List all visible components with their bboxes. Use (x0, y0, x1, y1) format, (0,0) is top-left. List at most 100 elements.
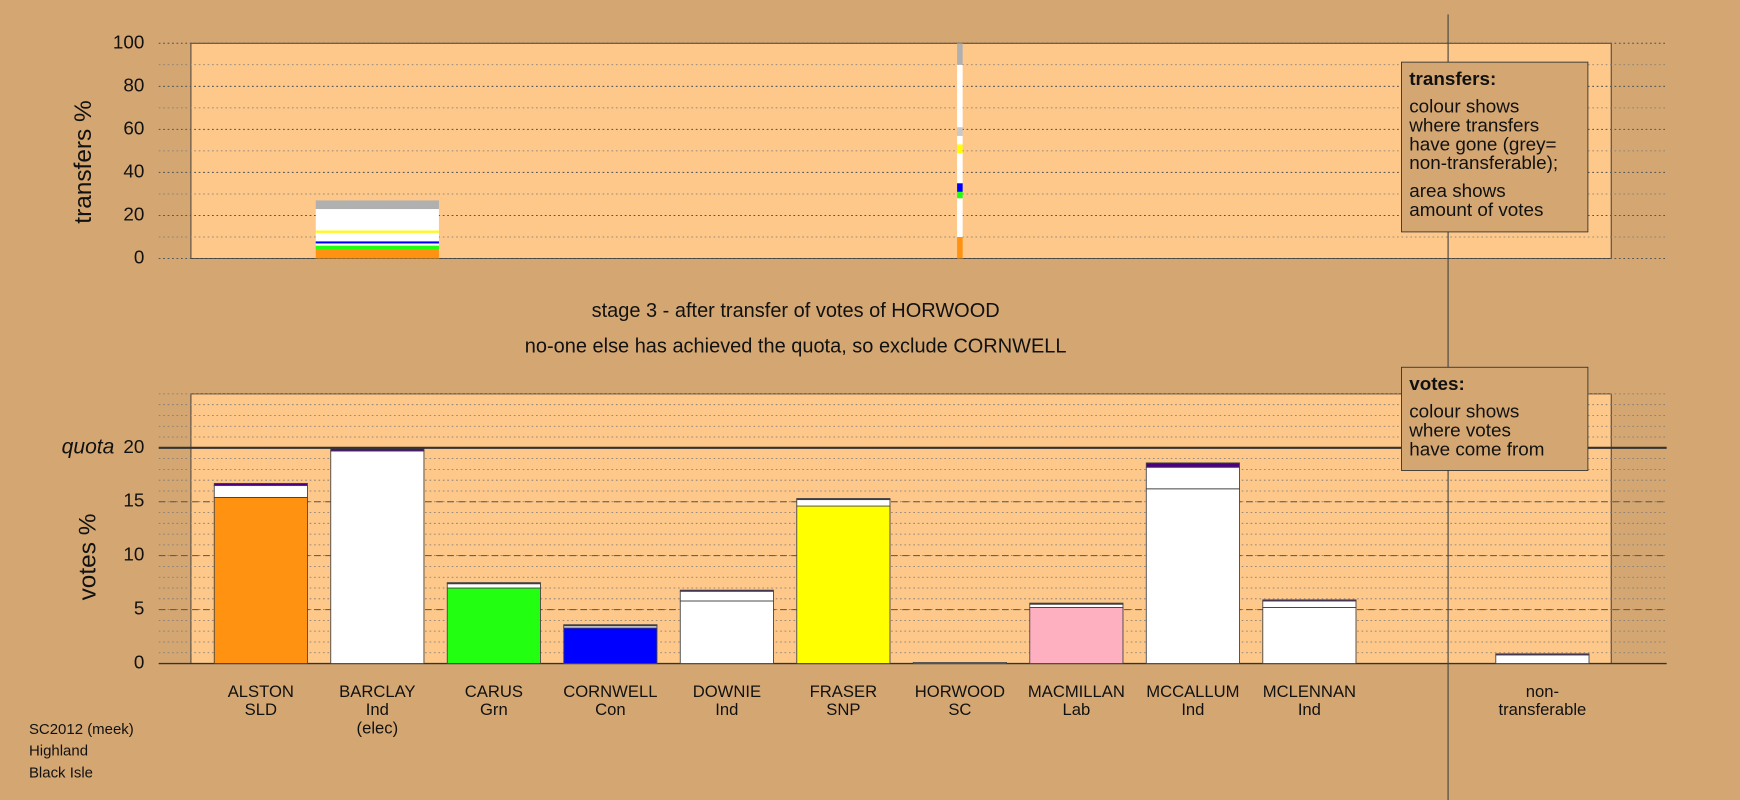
y-tick-label: 20 (123, 203, 144, 224)
x-tick-label: Ind (1298, 700, 1321, 719)
bar-segment (957, 43, 963, 65)
y-tick-label: 60 (123, 117, 144, 138)
x-tick-label: MCLENNAN (1263, 682, 1356, 701)
legend-heading: votes: (1409, 373, 1465, 394)
y-tick-label: 20 (123, 436, 144, 457)
x-tick-label: BARCLAY (339, 682, 415, 701)
legend-text: colour shows (1409, 96, 1519, 117)
x-tick-label: Lab (1063, 700, 1091, 719)
legend-heading: transfers: (1409, 68, 1496, 89)
bar-segment (1262, 606, 1357, 664)
bar-segment (446, 583, 541, 589)
bar-segment (957, 135, 963, 145)
x-tick-label: FRASER (810, 682, 877, 701)
bar-segment (1262, 599, 1357, 602)
x-tick-label: SNP (826, 700, 860, 719)
x-tick-label: DOWNIE (693, 682, 761, 701)
bar-segment (679, 590, 774, 602)
bar-segment (1145, 488, 1240, 664)
x-tick-label: transferable (1499, 700, 1587, 719)
x-tick-label: non- (1526, 682, 1559, 701)
bar-segment (315, 241, 439, 244)
bar-segment (957, 127, 963, 136)
bar-segment (957, 144, 963, 154)
y-tick-label: 100 (113, 31, 144, 52)
legend-text: where votes (1408, 420, 1511, 441)
bar-segment (213, 482, 308, 487)
footer-text: Highland (29, 743, 88, 760)
y-tick-label: 80 (123, 74, 144, 95)
bar-segment (796, 498, 891, 501)
x-tick-label: ALSTON (228, 682, 294, 701)
bar-segment (1029, 602, 1124, 605)
bar-segment (1145, 462, 1240, 468)
bar-segment (330, 450, 425, 664)
title: stage 3 - after transfer of votes of HOR… (592, 300, 1000, 322)
bar-segment (796, 499, 891, 507)
x-tick-label: Ind (366, 700, 389, 719)
bar-segment (1495, 653, 1590, 656)
y-tick-label: 5 (134, 598, 144, 619)
y-tick-label: 15 (123, 490, 144, 511)
x-tick-label: Grn (480, 700, 508, 719)
legend-text: amount of votes (1409, 199, 1543, 220)
bar-segment (957, 237, 963, 259)
x-tick-label: CARUS (465, 682, 523, 701)
bar-segment (679, 589, 774, 592)
y-tick-label: 40 (123, 160, 144, 181)
legend-box (1401, 61, 1589, 233)
bar-segment (957, 183, 963, 192)
x-tick-label: SC (948, 700, 971, 719)
x-tick-label: SLD (245, 700, 277, 719)
bar-segment (957, 64, 963, 128)
x-tick-label: HORWOOD (915, 682, 1005, 701)
legend-text: non-transferable); (1409, 152, 1558, 173)
x-tick-label: Ind (1181, 700, 1204, 719)
bar-segment (315, 249, 439, 259)
bar-segment (315, 232, 439, 242)
legend-text: where transfers (1408, 114, 1539, 135)
bar-segment (213, 496, 308, 664)
footer-text: Black Isle (29, 764, 93, 781)
bar-segment (1145, 466, 1240, 490)
quota-label: quota (62, 435, 115, 458)
x-tick-label: Con (595, 700, 625, 719)
bar-segment (679, 600, 774, 664)
legend-text: have come from (1409, 438, 1544, 459)
votes-plot-area (190, 393, 1612, 664)
legend-text: have gone (grey= (1409, 133, 1556, 154)
bar-segment (957, 153, 963, 184)
bar-segment (563, 627, 658, 664)
footer-text: SC2012 (meek) (29, 721, 134, 738)
bar-segment (315, 209, 439, 231)
x-tick-label: MACMILLAN (1028, 682, 1125, 701)
y-axis-label: votes % (74, 514, 101, 601)
bar-segment (1495, 654, 1590, 664)
bar-segment (446, 587, 541, 664)
x-tick-label: Ind (715, 700, 738, 719)
bar-segment (912, 662, 1007, 664)
bar-segment (446, 582, 541, 585)
bar-segment (330, 448, 425, 452)
x-tick-label: (elec) (357, 718, 399, 737)
bar-segment (1262, 600, 1357, 608)
bar-segment (957, 198, 963, 238)
bar-segment (957, 191, 963, 199)
bar-segment (796, 505, 891, 664)
y-tick-label: 10 (123, 544, 144, 565)
subtitle: no-one else has achieved the quota, so e… (525, 336, 1067, 358)
bar-segment (315, 200, 439, 210)
bar-segment (563, 624, 658, 627)
bar-segment (315, 245, 439, 250)
legend-box (1401, 366, 1589, 471)
bar-segment (315, 243, 439, 246)
bar-segment (315, 230, 439, 233)
y-axis-label: transfers % (70, 100, 97, 223)
y-tick-label: 0 (134, 247, 144, 268)
y-tick-label: 0 (134, 652, 144, 673)
bar-segment (1029, 603, 1124, 608)
bar-segment (213, 485, 308, 498)
x-tick-label: MCCALLUM (1146, 682, 1239, 701)
